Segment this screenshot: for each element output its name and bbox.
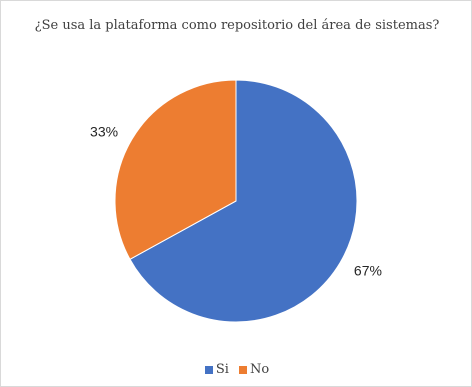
legend-label-si: Si xyxy=(215,362,229,377)
legend-item-no: No xyxy=(238,362,270,377)
legend-label-no: No xyxy=(249,362,270,377)
legend-item-si: Si xyxy=(204,362,229,377)
pie-slice-no xyxy=(114,79,237,260)
chart-title: ¿Se usa la plataforma como repositorio d… xyxy=(34,18,440,33)
legend: Si No xyxy=(1,362,472,377)
pie-slice-si xyxy=(129,79,358,323)
legend-swatch-si xyxy=(204,365,213,374)
data-label-no: 33% xyxy=(90,123,118,139)
data-label-si: 67% xyxy=(354,263,382,279)
legend-swatch-no xyxy=(238,365,247,374)
